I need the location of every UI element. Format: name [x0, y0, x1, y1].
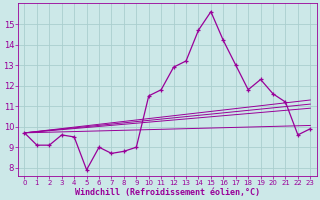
X-axis label: Windchill (Refroidissement éolien,°C): Windchill (Refroidissement éolien,°C): [75, 188, 260, 197]
